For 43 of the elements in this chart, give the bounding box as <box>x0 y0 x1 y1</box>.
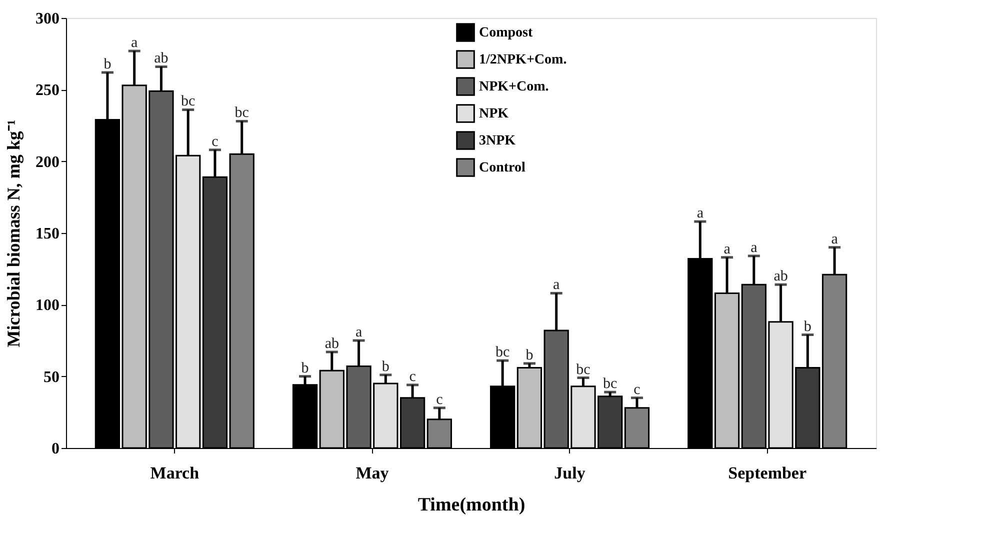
data-label: a <box>750 240 758 256</box>
data-label: b <box>301 360 309 376</box>
data-label: b <box>526 347 534 364</box>
data-label: a <box>724 241 731 258</box>
legend-label: NPK <box>479 106 509 122</box>
data-label: bc <box>234 105 250 122</box>
y-axis-title: Microbial biomass N, mg kg⁻¹ <box>4 120 24 348</box>
data-label: a <box>831 231 838 248</box>
data-label: a <box>553 277 560 294</box>
legend-label: 3NPK <box>479 134 516 148</box>
x-tick-label: September <box>728 464 807 482</box>
legend-label: NPK+Com. <box>479 80 549 94</box>
x-tick-label: May <box>356 464 390 482</box>
data-label: c <box>634 382 641 398</box>
data-label: c <box>436 392 444 408</box>
data-label: b <box>382 358 390 375</box>
data-label: b <box>104 56 112 72</box>
y-tick-label: 0 <box>52 440 60 458</box>
data-label: c <box>212 134 219 150</box>
data-label: b <box>804 318 812 335</box>
x-tick-label: July <box>554 464 586 482</box>
y-tick-label: 300 <box>36 10 60 28</box>
legend-label: Compost <box>479 26 534 40</box>
y-tick-label: 150 <box>36 226 60 242</box>
data-label: a <box>696 206 704 222</box>
data-label: ab <box>774 268 788 285</box>
y-tick-label: 250 <box>36 82 60 100</box>
legend-label: Control <box>479 160 526 176</box>
data-label: bc <box>576 362 591 378</box>
y-tick-label: 50 <box>44 368 60 386</box>
legend-label: 1/2NPK+Com. <box>479 52 567 68</box>
data-label: bc <box>603 376 618 392</box>
y-tick-label: 200 <box>36 154 60 171</box>
data-label: a <box>131 34 138 51</box>
x-tick-label: March <box>150 464 200 482</box>
data-label: bc <box>495 344 510 361</box>
data-label: c <box>409 368 416 385</box>
data-label: bc <box>181 94 196 110</box>
x-axis-title: Time(month) <box>418 494 526 516</box>
data-label: a <box>355 324 362 340</box>
data-label: ab <box>154 50 168 67</box>
data-label: ab <box>324 336 339 352</box>
y-tick-label: 100 <box>36 297 60 314</box>
